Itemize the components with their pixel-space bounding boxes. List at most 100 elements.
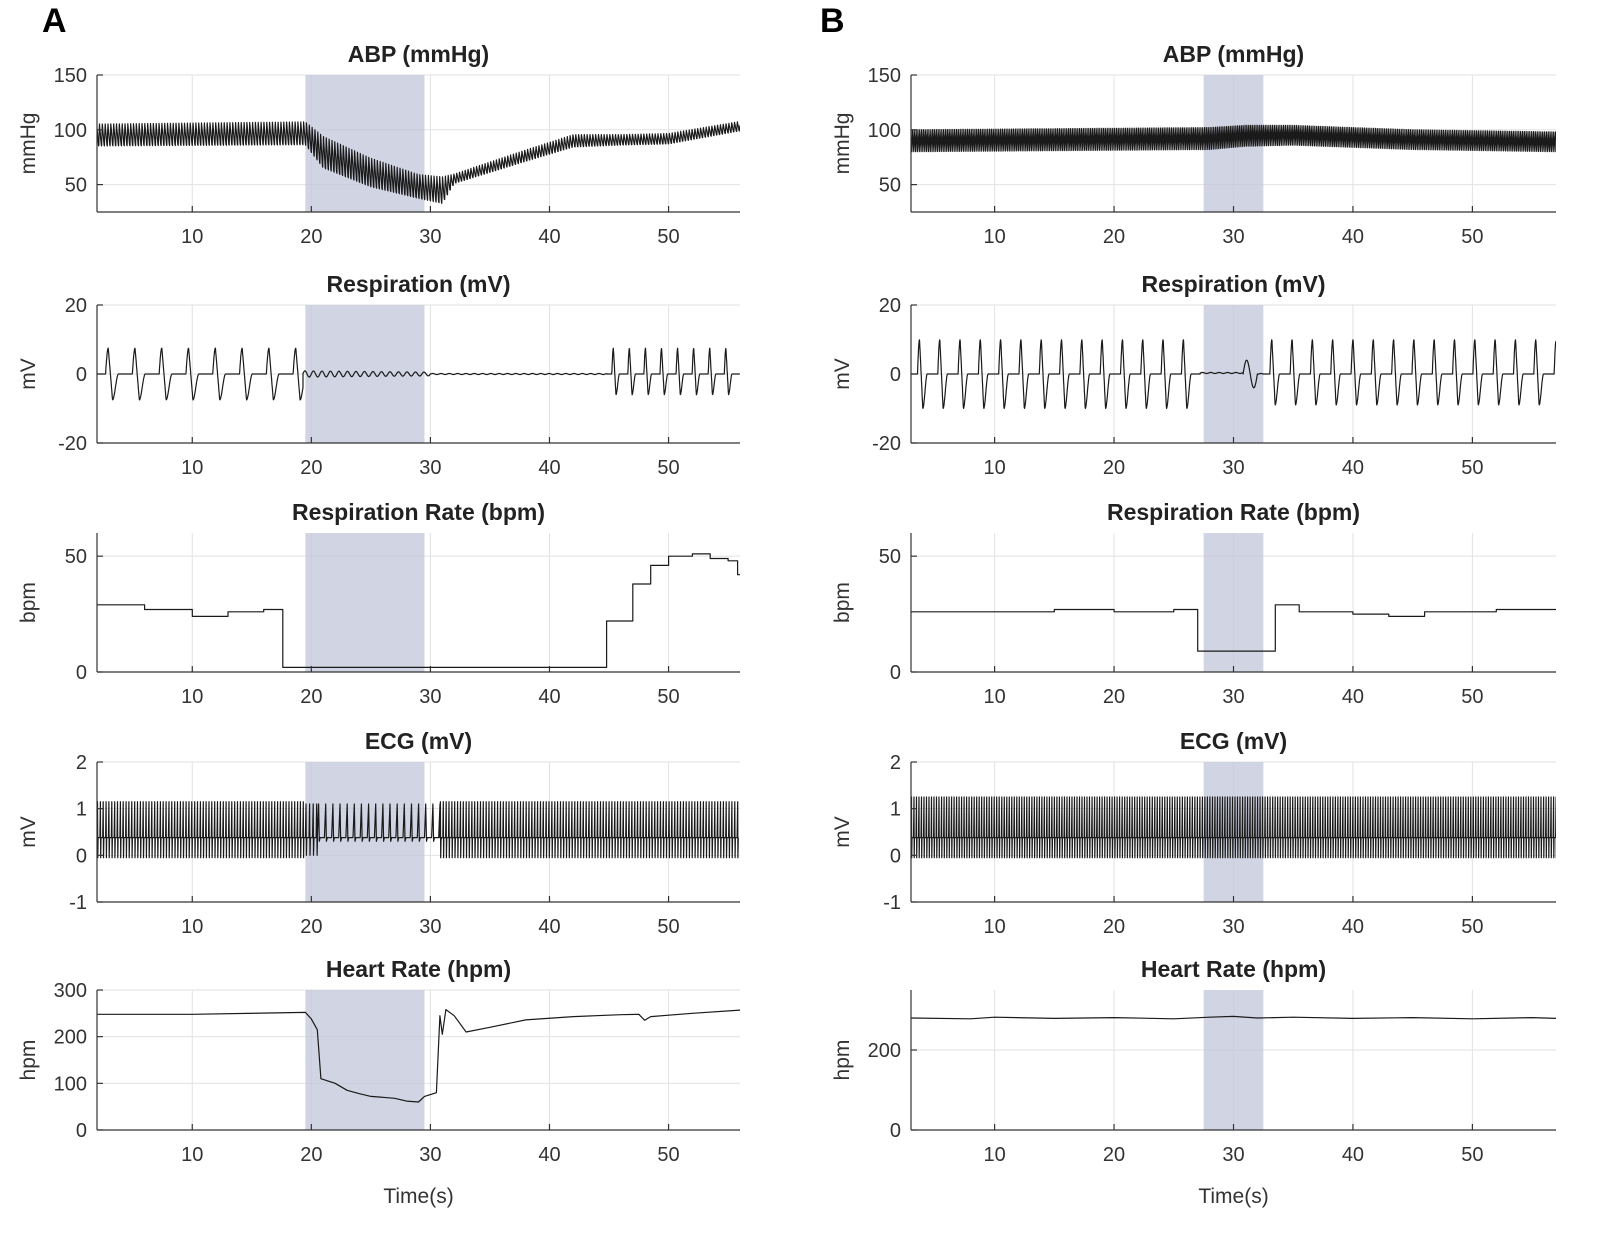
y-tick-label: 50: [879, 546, 901, 568]
y-axis-label: mmHg: [17, 113, 40, 175]
y-tick-label: 100: [54, 120, 87, 142]
x-tick-label: 20: [1103, 1144, 1125, 1166]
subplot-title: ABP (mmHg): [1163, 41, 1304, 67]
x-tick-label: 40: [1342, 226, 1364, 248]
series-line-abp: [97, 121, 740, 204]
x-tick-label: 30: [1222, 916, 1244, 938]
y-tick-label: 0: [76, 364, 87, 386]
shaded-interval: [305, 990, 425, 1130]
x-tick-label: 10: [983, 1144, 1005, 1166]
y-tick-label: 100: [868, 120, 901, 142]
x-tick-label: 10: [983, 916, 1005, 938]
x-tick-label: 20: [300, 457, 322, 479]
series-line-resp_rate: [97, 553, 740, 668]
y-tick-label: -20: [872, 433, 901, 455]
y-tick-label: -20: [58, 433, 87, 455]
y-tick-label: -1: [69, 892, 87, 914]
y-tick-label: 150: [868, 65, 901, 87]
x-tick-label: 40: [1342, 1144, 1364, 1166]
x-tick-label: 40: [538, 226, 560, 248]
x-tick-label: 20: [300, 1144, 322, 1166]
x-tick-label: 20: [1103, 226, 1125, 248]
x-tick-label: 40: [1342, 916, 1364, 938]
subplot-resp_rate: 0 50 10 20 30 40 50 Respiration Rate (bpm) bpm: [831, 499, 1556, 708]
x-tick-label: 30: [1222, 1144, 1244, 1166]
subplot-title: Heart Rate (hpm): [1141, 956, 1326, 982]
y-tick-label: -1: [883, 892, 901, 914]
x-tick-label: 50: [1461, 916, 1483, 938]
x-tick-label: 50: [657, 226, 679, 248]
x-tick-label: 10: [181, 1144, 203, 1166]
series-line-hr: [911, 1015, 1556, 1020]
shaded-interval: [1203, 533, 1264, 672]
x-tick-label: 50: [657, 686, 679, 708]
subplot-title: Heart Rate (hpm): [326, 956, 511, 982]
y-tick-label: 2: [890, 752, 901, 774]
subplot-abp: 50 100 150 10 20 30 40 50 ABP (mmHg) mmHg: [831, 41, 1556, 248]
x-tick-label: 50: [657, 457, 679, 479]
x-tick-label: 30: [419, 457, 441, 479]
x-tick-label: 50: [657, 1144, 679, 1166]
x-tick-label: 30: [419, 226, 441, 248]
subplot-ecg: -1 0 1 2 10 20 30 40 50 ECG (mV) mV: [831, 728, 1556, 938]
subplot-title: Respiration (mV): [326, 271, 510, 297]
y-tick-label: 200: [54, 1027, 87, 1049]
subplot-title: Respiration Rate (bpm): [292, 499, 545, 525]
y-tick-label: 50: [65, 546, 87, 568]
x-tick-label: 30: [1222, 226, 1244, 248]
x-tick-label: 50: [657, 916, 679, 938]
panel-label: A: [42, 2, 67, 40]
x-tick-label: 50: [1461, 1144, 1483, 1166]
x-tick-label: 10: [181, 916, 203, 938]
subplot-abp: 50 100 150 10 20 30 40 50 ABP (mmHg) mmHg: [17, 41, 740, 248]
x-tick-label: 10: [983, 457, 1005, 479]
x-tick-label: 40: [1342, 686, 1364, 708]
x-tick-label: 40: [1342, 457, 1364, 479]
y-tick-label: 2: [76, 752, 87, 774]
shaded-interval: [1203, 762, 1264, 902]
subplot-title: ABP (mmHg): [348, 41, 489, 67]
panel-label: B: [820, 2, 845, 40]
x-tick-label: 30: [419, 916, 441, 938]
y-tick-label: 0: [76, 662, 87, 684]
series-line-ecg: [97, 801, 739, 859]
shaded-interval: [305, 305, 425, 443]
x-tick-label: 10: [181, 226, 203, 248]
subplot-title: Respiration Rate (bpm): [1107, 499, 1360, 525]
x-tick-label: 50: [1461, 686, 1483, 708]
x-tick-label: 20: [300, 686, 322, 708]
subplot-resp: -20 0 20 10 20 30 40 50 Respiration (mV) mV: [17, 271, 740, 479]
series-line-resp_rate: [911, 604, 1556, 652]
x-tick-label: 40: [538, 686, 560, 708]
y-tick-label: 0: [890, 845, 901, 867]
x-tick-label: 50: [1461, 226, 1483, 248]
y-tick-label: 20: [879, 295, 901, 317]
x-tick-label: 30: [419, 686, 441, 708]
y-axis-label: mV: [17, 816, 40, 848]
subplot-title: Respiration (mV): [1141, 271, 1325, 297]
subplot-ecg: -1 0 1 2 10 20 30 40 50 ECG (mV) mV: [17, 728, 740, 938]
subplot-title: ECG (mV): [1180, 728, 1287, 754]
series-line-resp: [97, 347, 740, 401]
x-tick-label: 20: [300, 916, 322, 938]
x-tick-label: 40: [538, 1144, 560, 1166]
shaded-interval: [305, 533, 425, 672]
shaded-interval: [1203, 305, 1264, 443]
subplot-hr: 0 100 200 300 10 20 30 40 50 Heart Rate (hpm) hpm: [17, 956, 740, 1166]
shaded-interval: [305, 762, 425, 902]
y-tick-label: 100: [54, 1073, 87, 1095]
y-axis-label: mV: [831, 358, 854, 390]
subplot-hr: 0 200 10 20 30 40 50 Heart Rate (hpm) hpm: [831, 956, 1556, 1166]
series-line-ecg: [911, 796, 1556, 859]
subplot-resp: -20 0 20 10 20 30 40 50 Respiration (mV) mV: [831, 271, 1556, 479]
y-tick-label: 0: [76, 845, 87, 867]
y-axis-label: hpm: [17, 1040, 40, 1081]
x-tick-label: 10: [181, 686, 203, 708]
x-tick-label: 30: [1222, 457, 1244, 479]
series-line-abp: [911, 124, 1556, 153]
x-axis-label: Time(s): [383, 1185, 453, 1208]
subplot-resp_rate: 0 50 10 20 30 40 50 Respiration Rate (bpm) bpm: [17, 499, 740, 708]
y-tick-label: 50: [879, 175, 901, 197]
x-tick-label: 10: [181, 457, 203, 479]
